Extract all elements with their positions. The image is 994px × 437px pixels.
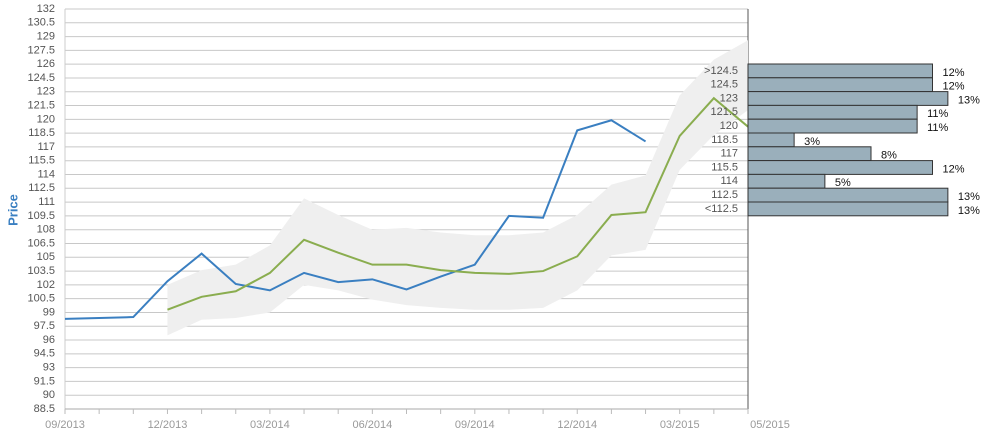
bin-label: 117 <box>720 148 738 160</box>
y-tick-label: 130.5 <box>27 17 55 29</box>
bin-label: 121.5 <box>710 106 738 118</box>
y-tick-label: 88.5 <box>34 403 55 415</box>
x-tick-label: 09/2013 <box>45 419 85 431</box>
y-tick-label: 97.5 <box>34 320 55 332</box>
y-tick-label: 91.5 <box>34 375 55 387</box>
y-tick-label: 90 <box>43 389 55 401</box>
percent-label: 11% <box>927 122 948 134</box>
percent-label: 13% <box>958 191 980 203</box>
x-tick-label: 12/2014 <box>557 419 597 431</box>
y-tick-label: 120 <box>37 113 55 125</box>
y-tick-label: 132 <box>37 3 55 15</box>
y-tick-label: 103.5 <box>27 265 55 277</box>
percent-label: 3% <box>804 136 820 148</box>
percent-label: 13% <box>958 205 980 217</box>
bin-label: 114 <box>720 175 738 187</box>
percent-label: 12% <box>943 163 965 175</box>
x-tick-label: 09/2014 <box>455 419 495 431</box>
distribution-bar <box>747 160 933 175</box>
distribution-bar <box>747 91 949 106</box>
y-tick-label: 114 <box>37 168 55 180</box>
x-tick-label: 03/2015 <box>660 419 700 431</box>
y-tick-label: 112.5 <box>28 182 55 194</box>
percent-label: 5% <box>835 177 851 189</box>
distribution-bar <box>747 104 918 120</box>
price-line <box>64 119 647 320</box>
y-tick-label: 117 <box>37 141 55 153</box>
y-tick-label: 94.5 <box>34 348 55 360</box>
y-tick-label: 93 <box>43 362 55 374</box>
distribution-bar <box>747 146 872 162</box>
bin-label: 112.5 <box>711 189 738 201</box>
y-axis-label: Price <box>5 194 20 226</box>
y-tick-label: 106.5 <box>27 237 55 249</box>
percent-label: 11% <box>927 108 948 120</box>
bin-label: <112.5 <box>705 203 738 215</box>
x-tick-label: 12/2013 <box>148 419 188 431</box>
y-tick-label: 111 <box>38 196 55 208</box>
y-tick-label: 126 <box>37 58 55 70</box>
y-tick-label: 124.5 <box>27 72 55 84</box>
y-tick-label: 99 <box>43 306 55 318</box>
percent-label: 8% <box>881 150 897 162</box>
y-tick-label: 109.5 <box>27 210 55 222</box>
x-tick-label: 06/2014 <box>352 419 392 431</box>
percent-label: 13% <box>958 94 980 106</box>
bin-label: 120 <box>720 120 738 132</box>
y-tick-label: 108 <box>37 224 55 236</box>
distribution-bar <box>747 77 933 93</box>
distribution-bar <box>747 118 918 134</box>
distribution-bar <box>747 173 826 189</box>
distribution-bar <box>747 187 949 203</box>
x-tick-label: 03/2014 <box>250 419 290 431</box>
bin-label: 115.5 <box>711 161 738 173</box>
distribution-bar <box>747 132 795 148</box>
y-tick-label: 115.5 <box>28 155 55 167</box>
y-tick-label: 127.5 <box>27 44 55 56</box>
y-tick-label: 129 <box>37 30 55 42</box>
percent-label: 12% <box>943 67 965 79</box>
bin-label: >124.5 <box>704 65 738 77</box>
percent-label: 12% <box>943 81 965 93</box>
bin-label: 124.5 <box>710 79 738 91</box>
confidence-band <box>167 40 748 336</box>
y-tick-label: 123 <box>37 86 55 98</box>
distribution-bar <box>747 63 933 79</box>
y-tick-label: 121.5 <box>27 99 55 111</box>
price-line <box>167 96 749 311</box>
y-tick-label: 102 <box>37 279 55 291</box>
y-tick-label: 100.5 <box>27 293 55 305</box>
x-tick-label: 05/2015 <box>750 419 790 431</box>
y-tick-label: 105 <box>37 251 55 263</box>
bin-label: 123 <box>720 92 738 104</box>
bin-label: 118.5 <box>711 134 738 146</box>
y-tick-label: 96 <box>43 334 55 346</box>
distribution-bar <box>747 201 949 217</box>
y-tick-label: 118.5 <box>28 127 55 139</box>
